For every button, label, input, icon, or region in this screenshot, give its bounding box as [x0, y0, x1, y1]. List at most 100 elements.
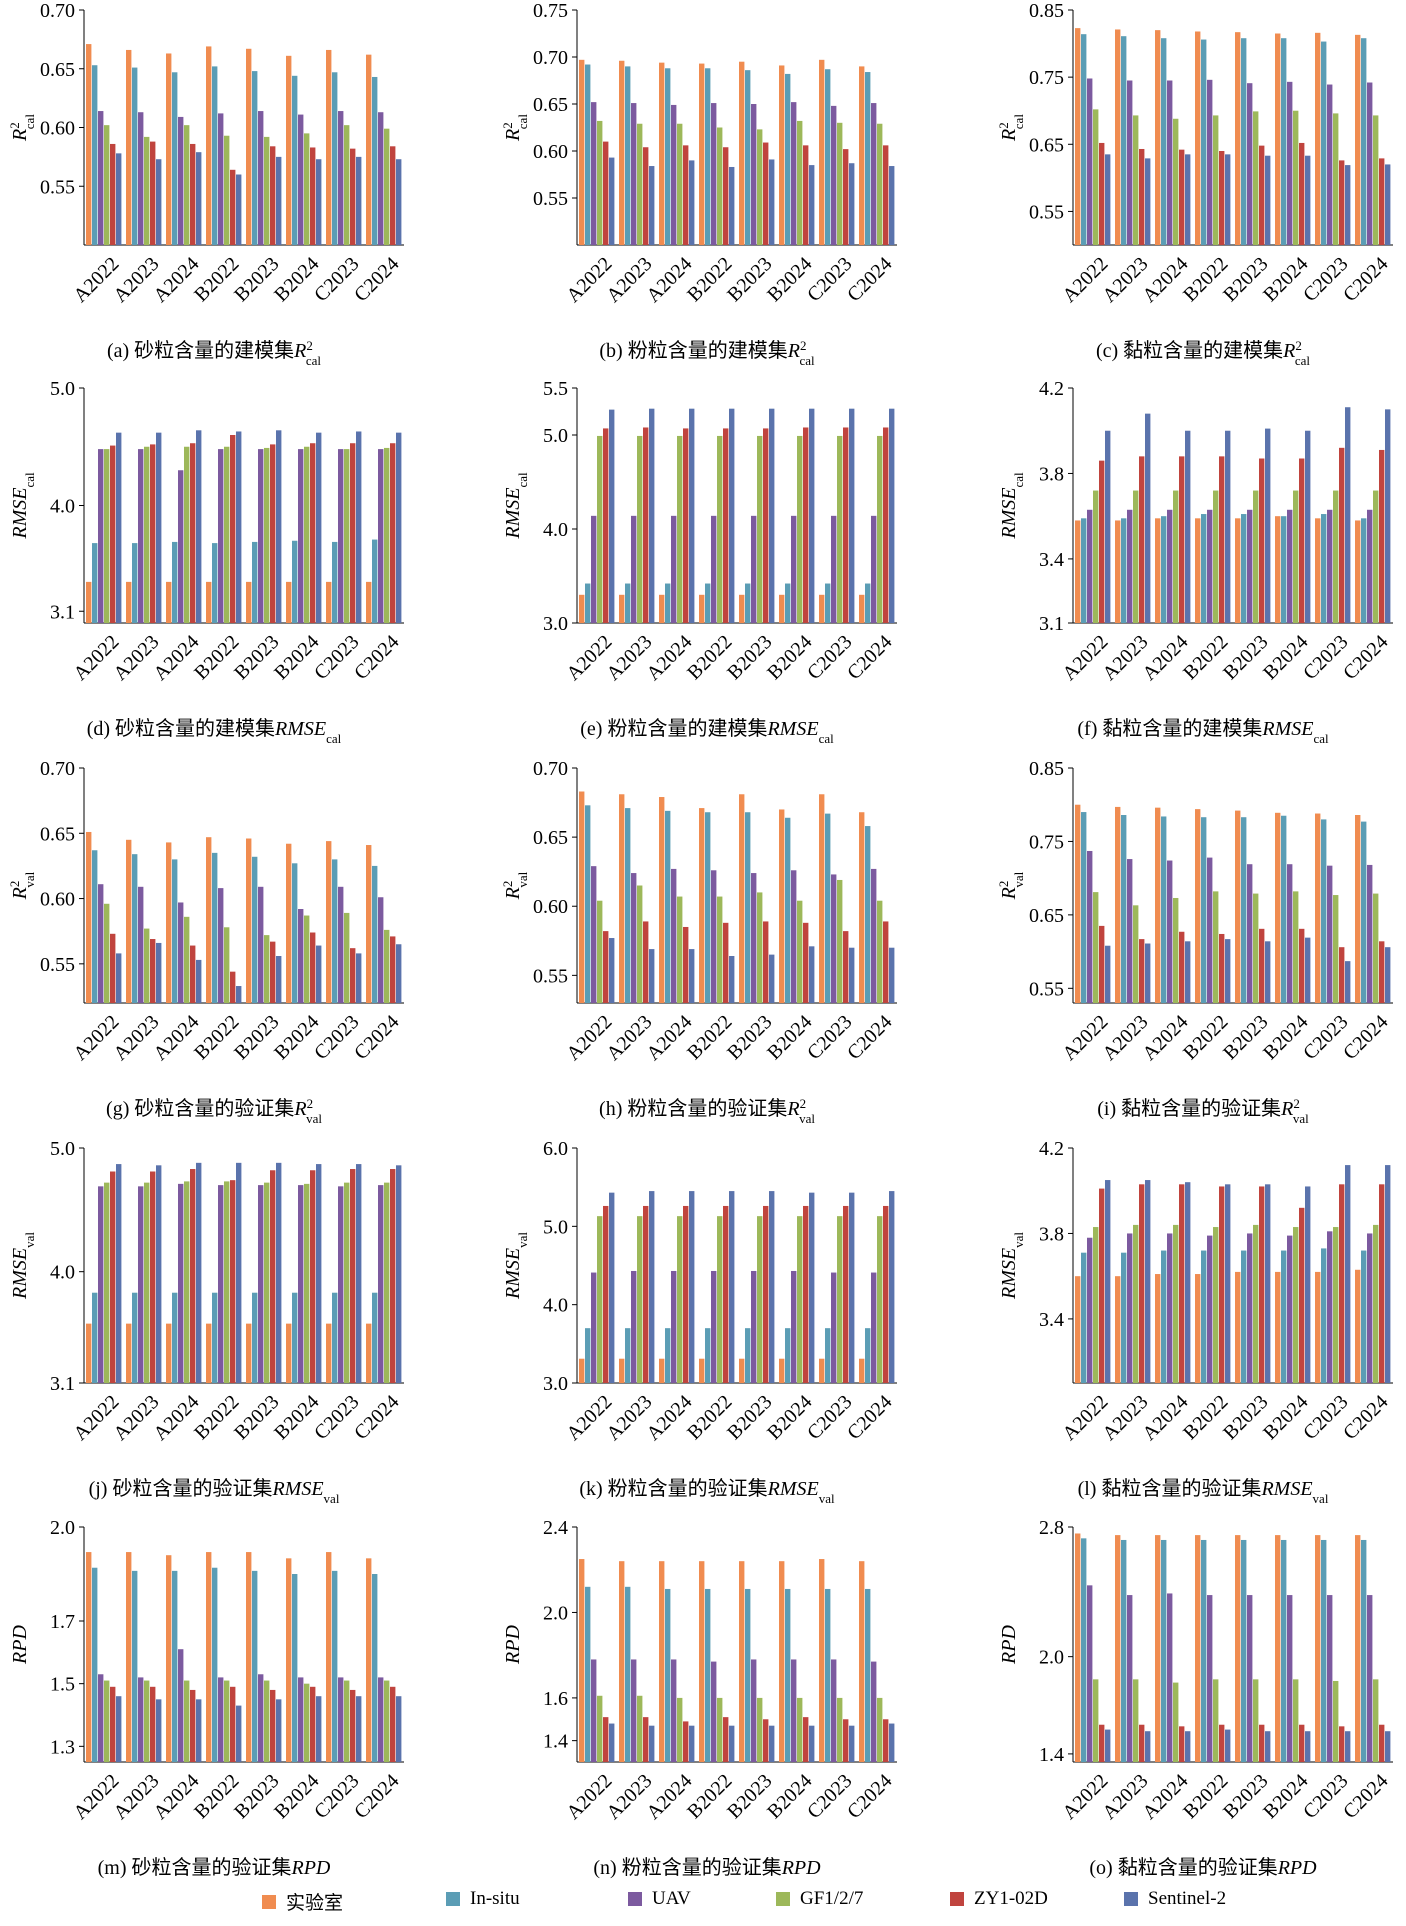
y-tick-label: 3.8 — [1039, 463, 1064, 485]
x-tick-label: B2023 — [723, 1770, 776, 1823]
bar — [1379, 941, 1385, 1003]
bar — [1373, 893, 1379, 1003]
x-tick-label: B2022 — [683, 631, 736, 684]
x-tick-label: C2023 — [803, 253, 856, 306]
bar — [619, 794, 625, 1003]
bar — [843, 427, 849, 623]
bar — [110, 143, 116, 245]
y-tick-label: 0.65 — [533, 827, 568, 849]
bar — [1333, 113, 1339, 246]
legend: 实验室 In-situ UAV GF1/2/7 ZY1-02D Sentinel… — [0, 1880, 1406, 1920]
bar — [671, 104, 677, 245]
bar — [797, 120, 803, 245]
bar — [212, 1292, 218, 1383]
x-tick-label: C2023 — [803, 631, 856, 684]
bar — [150, 1686, 156, 1762]
bar — [1093, 1227, 1099, 1383]
bar — [350, 1169, 356, 1383]
x-tick-label: C2024 — [843, 253, 896, 306]
bar — [1327, 865, 1333, 1003]
bar — [1379, 158, 1385, 245]
panel-i: 0.850.750.650.55A2022A2023A2024B2022B202… — [996, 758, 1393, 1126]
bar — [378, 112, 384, 245]
y-tick-label: 0.55 — [533, 965, 568, 987]
bar — [1081, 1538, 1087, 1762]
bar — [1281, 38, 1287, 246]
bar — [1167, 80, 1173, 245]
bar — [206, 581, 212, 623]
bar — [757, 1216, 763, 1383]
x-tick-label: C2023 — [310, 631, 363, 684]
bar — [1161, 816, 1167, 1003]
x-tick-label: A2024 — [1138, 253, 1192, 307]
bar — [1379, 449, 1385, 623]
bar — [1355, 1269, 1361, 1383]
x-tick-label: A2024 — [149, 1011, 203, 1065]
bar — [1339, 1184, 1345, 1383]
bar — [591, 1272, 597, 1383]
bar — [609, 1192, 615, 1383]
x-tick-label: B2022 — [683, 253, 736, 306]
bar — [1247, 83, 1253, 245]
bar — [332, 859, 338, 1003]
bar — [1385, 409, 1391, 623]
legend-label-zy: ZY1-02D — [974, 1888, 1048, 1909]
bar — [665, 68, 671, 245]
bar — [1345, 165, 1351, 245]
legend-swatch-sentinel — [1124, 1892, 1138, 1906]
x-tick-label: A2022 — [562, 631, 616, 685]
bar — [825, 1328, 831, 1383]
bar — [92, 1567, 98, 1762]
bar — [138, 449, 144, 623]
bar — [138, 112, 144, 245]
x-tick-label: C2024 — [1339, 1770, 1392, 1823]
panel-caption: (f) 黏粒含量的建模集RMSEcal — [1077, 717, 1329, 746]
bar — [729, 1191, 735, 1383]
bar — [1201, 1539, 1207, 1762]
x-tick-label: A2023 — [602, 1011, 656, 1065]
y-tick-label: 3.4 — [1039, 549, 1064, 571]
bar — [104, 1182, 110, 1383]
bar — [809, 946, 815, 1003]
bar — [1133, 905, 1139, 1003]
bar — [683, 145, 689, 245]
x-tick-label: B2022 — [683, 1770, 736, 1823]
bar — [1173, 490, 1179, 623]
y-tick-label: 0.70 — [533, 47, 568, 69]
bar — [206, 837, 212, 1003]
bar — [1379, 1724, 1385, 1762]
bar — [356, 953, 362, 1003]
bar — [264, 1182, 270, 1383]
bar — [1099, 142, 1105, 245]
bar — [1361, 1250, 1367, 1383]
bar — [344, 1680, 350, 1762]
bar — [1081, 812, 1087, 1003]
bar — [1145, 1180, 1151, 1383]
bar — [356, 156, 362, 245]
panel-k: 6.0 5.0 4.0 3.0A2022A2023A2024B2022B2023B20… — [502, 1138, 897, 1506]
bar — [178, 902, 184, 1003]
bar — [196, 959, 202, 1003]
bar — [785, 1588, 791, 1762]
bar — [270, 146, 276, 245]
x-tick-label: C2024 — [1339, 1011, 1392, 1064]
y-tick-label: 5.5 — [543, 378, 568, 400]
y-axis-label: R2cal — [996, 114, 1026, 142]
bar — [1259, 928, 1265, 1003]
bar — [384, 1182, 390, 1383]
bar — [98, 1186, 104, 1383]
y-tick-label: 0.70 — [40, 758, 75, 780]
bar — [579, 59, 585, 245]
bar — [1201, 1250, 1207, 1383]
bar — [1167, 1233, 1173, 1383]
bar — [1265, 428, 1271, 623]
bar — [825, 583, 831, 623]
bar — [1339, 947, 1345, 1003]
x-tick-label: A2022 — [1058, 631, 1112, 685]
bar — [819, 1559, 825, 1762]
bar — [1367, 1233, 1373, 1383]
bar — [316, 432, 322, 623]
bar — [1275, 33, 1281, 245]
x-tick-label: C2024 — [843, 1391, 896, 1444]
y-tick-label: 1.5 — [50, 1674, 75, 1696]
